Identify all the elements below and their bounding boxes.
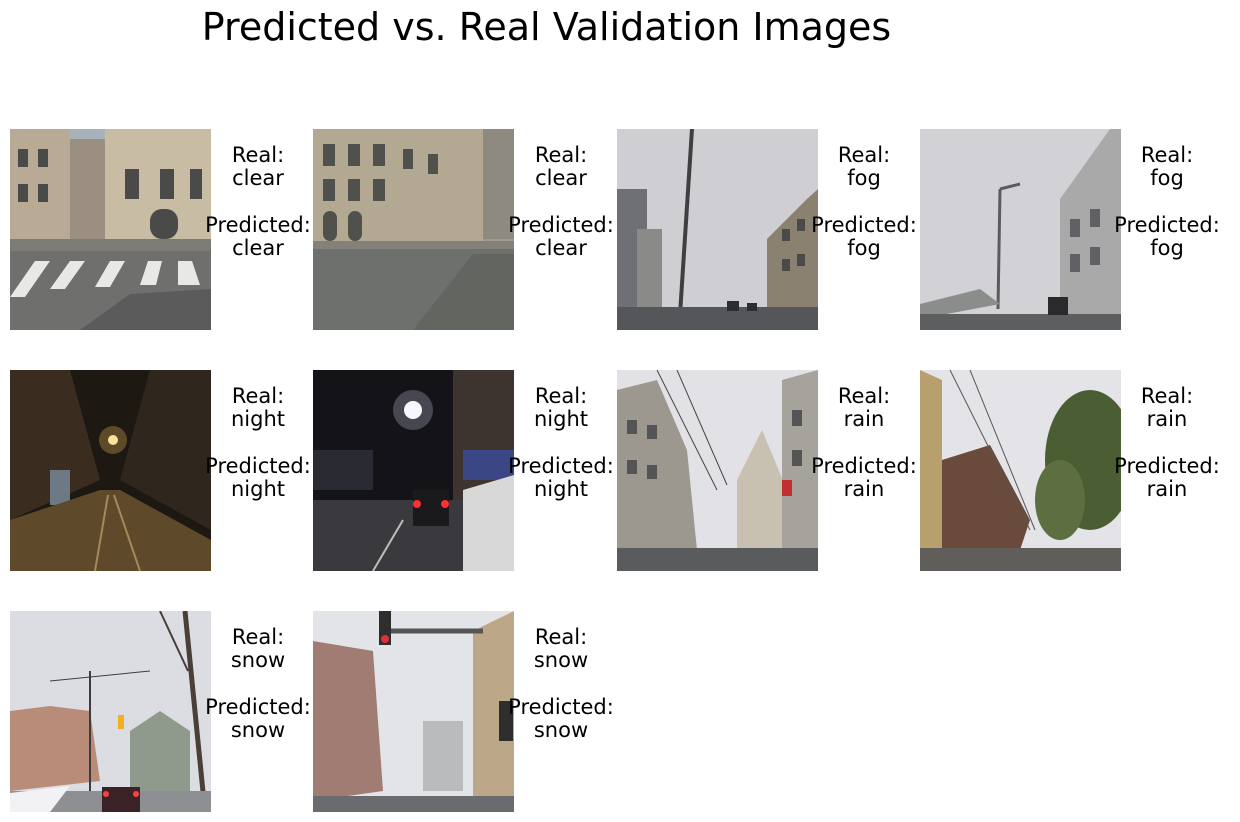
real-value: night [230,407,286,431]
real-value: snow [230,648,286,672]
image-snow-signals [313,611,514,812]
real-label: Real: [231,143,285,167]
real-label: Real: [837,143,891,167]
predicted-value: rain [1146,477,1188,501]
caption-3: Real: fog Predicted: fog [804,144,924,260]
predicted-value: snow [230,718,286,742]
predicted-value: rain [843,477,885,501]
image-night-tram [10,370,211,571]
real-value: clear [535,166,587,190]
real-label: Real: [534,143,588,167]
image-rain-buildings [617,370,818,571]
real-label: Real: [837,384,891,408]
real-value: fog [847,166,881,190]
real-value: fog [1150,166,1184,190]
predicted-label: Predicted: [811,213,917,237]
caption-2: Real: clear Predicted: clear [501,144,621,260]
real-value: night [533,407,589,431]
image-night-cars [313,370,514,571]
real-label: Real: [231,384,285,408]
image-fog-highway [617,129,818,330]
real-label: Real: [534,625,588,649]
real-label: Real: [534,384,588,408]
predicted-label: Predicted: [1114,213,1220,237]
figure-title: Predicted vs. Real Validation Images [201,5,892,49]
predicted-value: fog [847,236,881,260]
real-label: Real: [231,625,285,649]
real-value: rain [1146,407,1188,431]
predicted-label: Predicted: [508,213,614,237]
caption-8: Real: rain Predicted: rain [1107,385,1227,501]
predicted-label: Predicted: [508,454,614,478]
predicted-value: snow [533,718,589,742]
predicted-value: night [230,477,286,501]
real-value: snow [533,648,589,672]
real-value: rain [843,407,885,431]
caption-4: Real: fog Predicted: fog [1107,144,1227,260]
caption-10: Real: snow Predicted: snow [501,626,621,742]
predicted-label: Predicted: [811,454,917,478]
real-label: Real: [1140,143,1194,167]
predicted-label: Predicted: [205,695,311,719]
caption-7: Real: rain Predicted: rain [804,385,924,501]
predicted-value: clear [232,236,284,260]
caption-6: Real: night Predicted: night [501,385,621,501]
caption-5: Real: night Predicted: night [198,385,318,501]
predicted-value: night [533,477,589,501]
image-clear-buildings [313,129,514,330]
predicted-value: fog [1150,236,1184,260]
real-value: clear [232,166,284,190]
image-clear-crosswalk [10,129,211,330]
predicted-label: Predicted: [205,454,311,478]
predicted-value: clear [535,236,587,260]
predicted-label: Predicted: [1114,454,1220,478]
real-label: Real: [1140,384,1194,408]
caption-9: Real: snow Predicted: snow [198,626,318,742]
image-rain-trees [920,370,1121,571]
predicted-label: Predicted: [205,213,311,237]
caption-1: Real: clear Predicted: clear [198,144,318,260]
image-fog-road [920,129,1121,330]
image-snow-traffic-light [10,611,211,812]
predicted-label: Predicted: [508,695,614,719]
